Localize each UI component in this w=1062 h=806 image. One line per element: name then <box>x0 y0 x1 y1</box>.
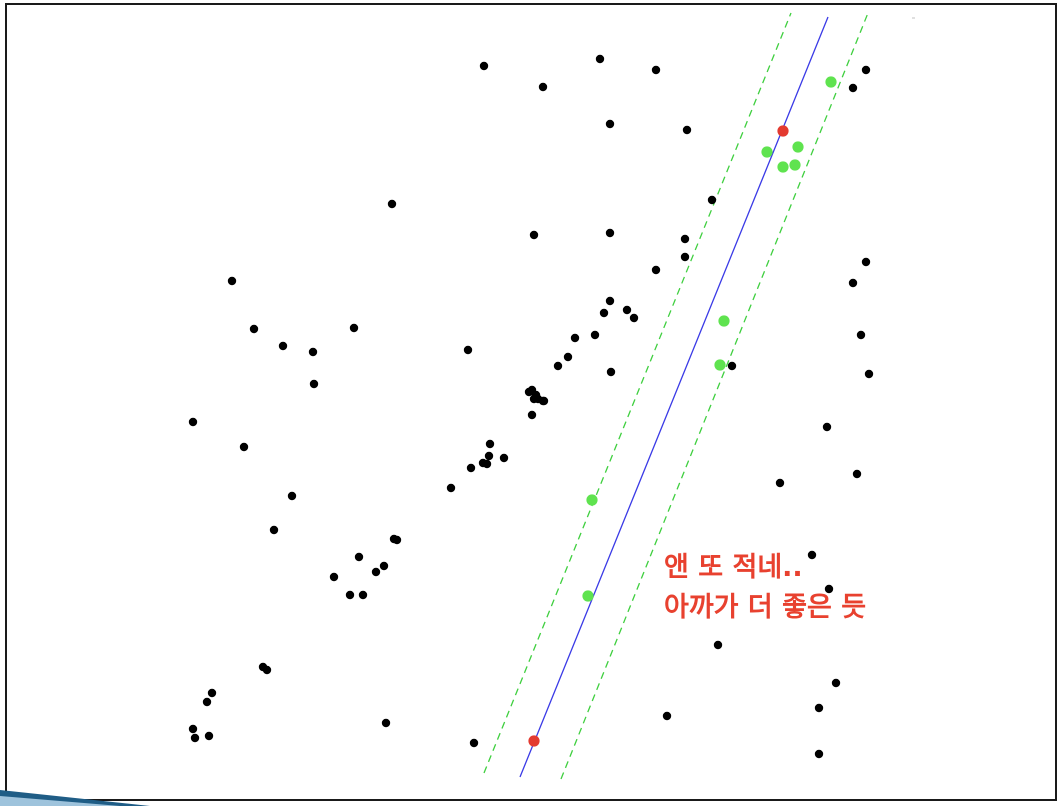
outlier-point <box>358 590 368 600</box>
outlier-point <box>605 296 615 306</box>
threshold-band-line-2 <box>560 12 869 780</box>
outlier-point <box>595 54 605 64</box>
outlier-point <box>651 265 661 275</box>
threshold-band-line-1 <box>483 12 792 774</box>
outlier-point <box>202 697 212 707</box>
outlier-point <box>308 347 318 357</box>
outlier-point <box>371 567 381 577</box>
inlier-point <box>777 161 789 173</box>
outlier-point <box>864 369 874 379</box>
points-layer <box>188 54 874 759</box>
outlier-point <box>651 65 661 75</box>
outlier-point <box>553 361 563 371</box>
inlier-point <box>761 146 773 158</box>
outlier-point <box>207 688 217 698</box>
corner-wedge-decoration <box>0 790 150 806</box>
outlier-point <box>713 640 723 650</box>
outlier-point <box>861 257 871 267</box>
outlier-point <box>527 410 537 420</box>
outlier-point <box>309 379 319 389</box>
outlier-point <box>606 367 616 377</box>
inlier-point <box>714 359 726 371</box>
outlier-point <box>707 195 717 205</box>
outlier-point <box>814 749 824 759</box>
outlier-point <box>775 478 785 488</box>
ransac-fit-line <box>519 16 829 778</box>
outlier-point <box>479 61 489 71</box>
outlier-point <box>485 439 495 449</box>
inlier-point <box>718 315 730 327</box>
inlier-point <box>789 159 801 171</box>
inlier-point <box>582 590 594 602</box>
outlier-point <box>605 119 615 129</box>
outlier-point <box>262 665 272 675</box>
outlier-point <box>727 361 737 371</box>
outlier-point <box>466 463 476 473</box>
lines-layer <box>483 12 869 780</box>
outlier-point <box>852 469 862 479</box>
outlier-point <box>482 459 492 469</box>
outlier-point <box>188 724 198 734</box>
outlier-point <box>329 572 339 582</box>
outlier-point <box>446 483 456 493</box>
outlier-point <box>814 703 824 713</box>
outlier-point <box>538 82 548 92</box>
outlier-point <box>822 422 832 432</box>
outlier-point <box>629 313 639 323</box>
outlier-point <box>824 584 834 594</box>
outlier-point <box>861 65 871 75</box>
outlier-point <box>463 345 473 355</box>
inlier-point <box>825 76 837 88</box>
outlier-point <box>392 535 402 545</box>
outlier-point <box>590 330 600 340</box>
outlier-point <box>680 234 690 244</box>
outlier-point <box>269 525 279 535</box>
outlier-point <box>529 230 539 240</box>
outlier-point <box>469 738 479 748</box>
outlier-point <box>539 396 549 406</box>
annotation-text: 앤 또 적네.. 아까가 더 좋은 듯 <box>664 548 964 628</box>
outlier-point <box>605 228 615 238</box>
outlier-point <box>499 453 509 463</box>
outlier-point <box>354 552 364 562</box>
outlier-point <box>484 451 494 461</box>
plot-frame <box>5 3 1057 801</box>
outlier-point <box>287 491 297 501</box>
outlier-point <box>381 718 391 728</box>
sample-point <box>528 735 540 747</box>
inlier-point <box>586 494 598 506</box>
outlier-point <box>680 252 690 262</box>
outlier-point <box>204 731 214 741</box>
outlier-point <box>570 333 580 343</box>
outlier-point <box>239 442 249 452</box>
outlier-point <box>524 387 534 397</box>
annotation-line-2: 아까가 더 좋은 듯 <box>664 592 867 623</box>
outlier-point <box>278 341 288 351</box>
outlier-point <box>807 550 817 560</box>
outlier-point <box>249 324 259 334</box>
outlier-point <box>599 308 609 318</box>
outlier-point <box>848 278 858 288</box>
outlier-point <box>856 330 866 340</box>
outlier-point <box>622 305 632 315</box>
outlier-point <box>379 561 389 571</box>
sample-point <box>777 125 789 137</box>
outlier-point <box>831 678 841 688</box>
outlier-point <box>190 733 200 743</box>
outlier-point <box>848 83 858 93</box>
outlier-point <box>349 323 359 333</box>
outlier-point <box>227 276 237 286</box>
inlier-point <box>792 141 804 153</box>
outlier-point <box>188 417 198 427</box>
outlier-point <box>682 125 692 135</box>
annotation-line-1: 앤 또 적네.. <box>664 552 803 583</box>
outlier-point <box>345 590 355 600</box>
outlier-point <box>387 199 397 209</box>
outlier-point <box>563 352 573 362</box>
outlier-point <box>662 711 672 721</box>
